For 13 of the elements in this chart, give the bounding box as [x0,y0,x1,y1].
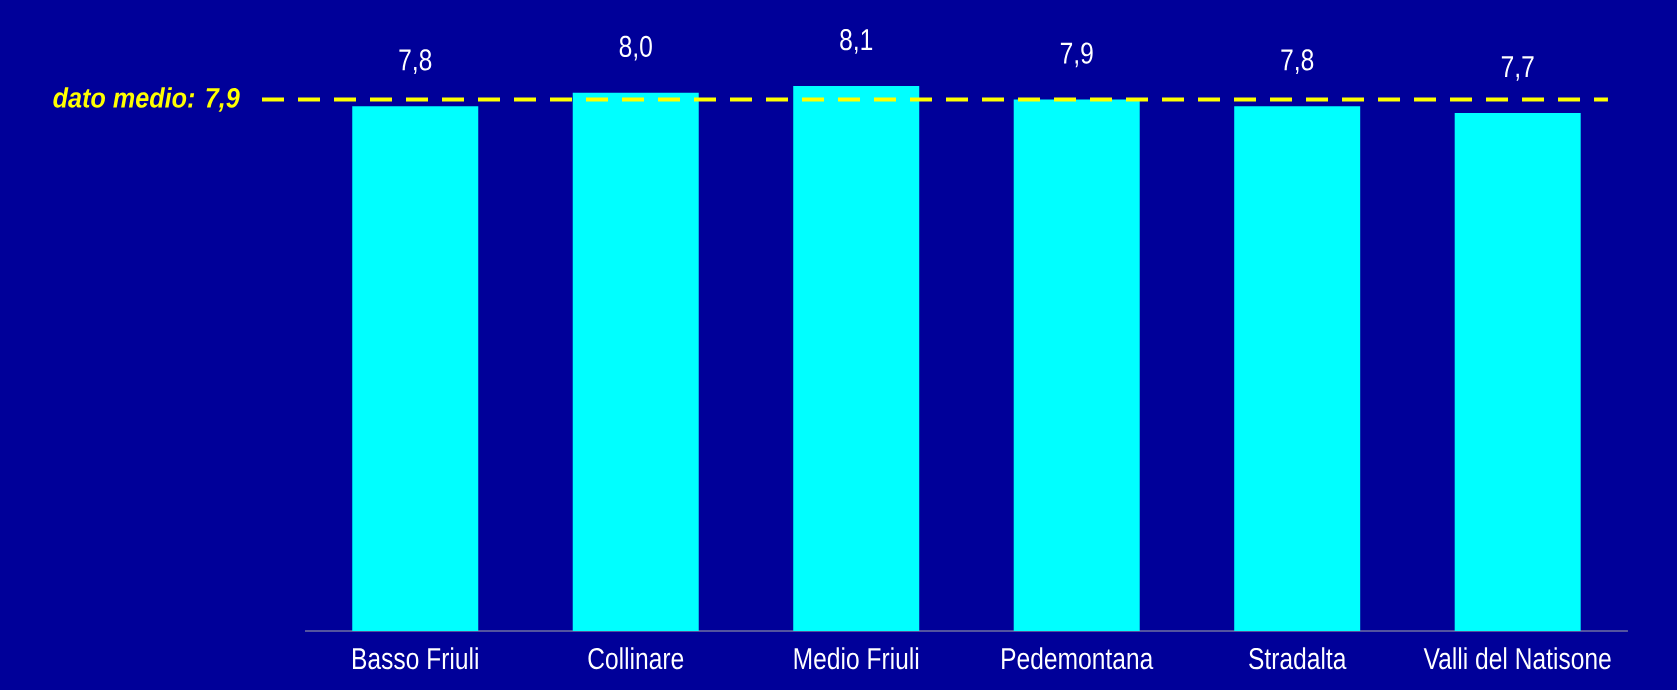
data-label: 7,7 [1501,56,1534,81]
data-label: 8,0 [619,35,652,61]
x-tick-label: Stradalta [1249,647,1347,670]
data-label: 7,9 [1060,42,1093,68]
data-label: 7,8 [1281,49,1314,74]
x-tick-label: Pedemontana [1002,647,1154,670]
data-label: 7,8 [399,49,432,74]
x-tick-label: Collinare [588,647,684,670]
ref-line-label: dato medio: 7,9 [53,87,240,112]
x-tick-label: Valli del Natisone [1423,647,1611,670]
data-label: 8,1 [840,29,873,54]
x-tick-label: Medio Friuli [794,647,919,670]
x-tick-label: Basso Friuli [353,647,478,670]
